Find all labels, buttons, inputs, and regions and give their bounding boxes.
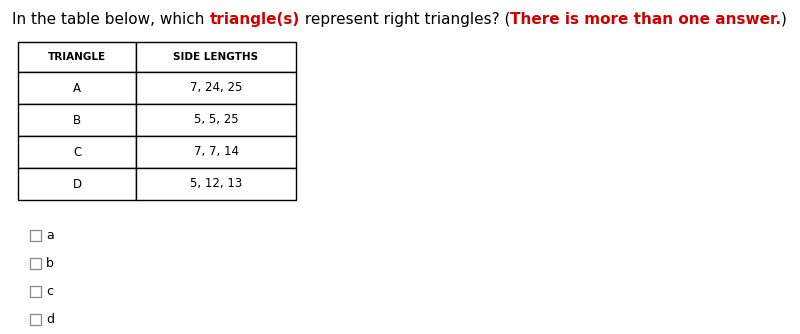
Bar bbox=[136, 104, 296, 136]
Text: TRIANGLE: TRIANGLE bbox=[48, 52, 106, 62]
Bar bbox=[30, 314, 41, 325]
Text: d: d bbox=[46, 313, 54, 326]
Text: There is more than one answer.: There is more than one answer. bbox=[510, 12, 781, 27]
Bar bbox=[18, 72, 136, 104]
Bar bbox=[18, 168, 136, 200]
Bar bbox=[30, 230, 41, 241]
Text: 7, 24, 25: 7, 24, 25 bbox=[190, 81, 242, 95]
Text: In the table below, which: In the table below, which bbox=[12, 12, 210, 27]
Bar bbox=[30, 286, 41, 297]
Bar bbox=[18, 136, 136, 168]
Bar bbox=[136, 168, 296, 200]
Text: B: B bbox=[73, 114, 81, 127]
Text: 7, 7, 14: 7, 7, 14 bbox=[194, 146, 238, 159]
Text: a: a bbox=[46, 229, 54, 242]
Bar bbox=[18, 104, 136, 136]
Text: represent right triangles? (: represent right triangles? ( bbox=[299, 12, 510, 27]
Bar bbox=[18, 42, 136, 72]
Text: 5, 5, 25: 5, 5, 25 bbox=[194, 114, 238, 127]
Bar bbox=[136, 72, 296, 104]
Text: D: D bbox=[73, 177, 82, 190]
Text: c: c bbox=[46, 285, 53, 298]
Bar bbox=[136, 136, 296, 168]
Bar bbox=[136, 42, 296, 72]
Text: SIDE LENGTHS: SIDE LENGTHS bbox=[174, 52, 258, 62]
Text: C: C bbox=[73, 146, 81, 159]
Text: triangle(s): triangle(s) bbox=[210, 12, 299, 27]
Text: ): ) bbox=[781, 12, 786, 27]
Text: 5, 12, 13: 5, 12, 13 bbox=[190, 177, 242, 190]
Bar bbox=[30, 258, 41, 269]
Text: A: A bbox=[73, 81, 81, 95]
Text: b: b bbox=[46, 257, 54, 270]
